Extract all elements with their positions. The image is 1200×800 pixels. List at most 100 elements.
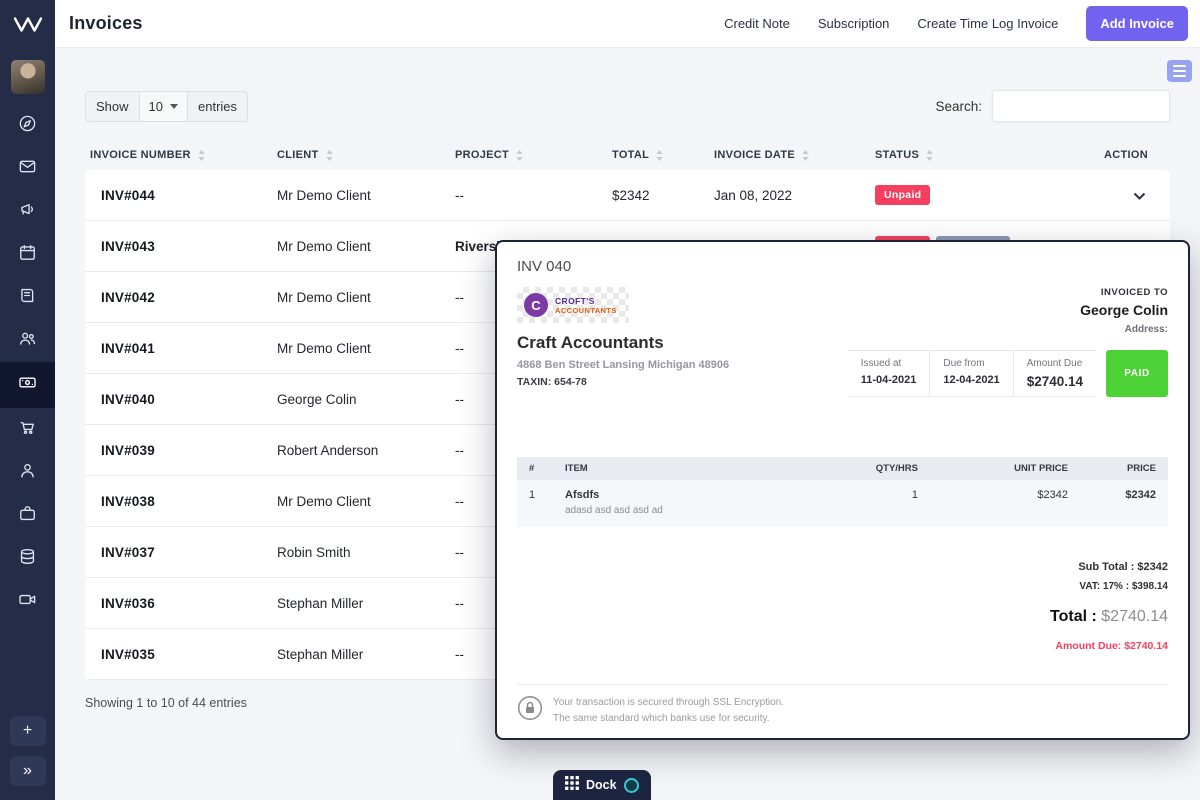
search-control: Search: — [935, 90, 1170, 122]
menu-icon — [1173, 65, 1186, 67]
total-cell: $2342 — [612, 187, 650, 203]
database-icon — [18, 547, 37, 571]
project-cell: -- — [455, 544, 464, 560]
invoice-number-cell: INV#039 — [101, 442, 155, 458]
clients-icon — [18, 329, 37, 353]
add-invoice-button[interactable]: Add Invoice — [1086, 6, 1188, 41]
grid-icon — [565, 775, 579, 795]
page-title: Invoices — [69, 13, 143, 33]
company-brand-line2: ACCOUNTANTS — [555, 305, 617, 315]
invoice-number-cell: INV#041 — [101, 340, 155, 356]
subscription-link[interactable]: Subscription — [817, 16, 890, 31]
company-block: C CROFT'S ACCOUNTANTS Craft Accountants … — [517, 287, 729, 397]
item-description: adasd asd asd asd ad — [565, 505, 663, 516]
sort-icon — [516, 149, 523, 161]
dock-widget[interactable]: Dock — [553, 770, 651, 800]
invoice-meta: Issued at 11-04-2021 Due from 12-04-2021… — [847, 350, 1168, 397]
table-row: INV#044 Mr Demo Client -- $2342 Jan 08, … — [85, 170, 1170, 221]
amount-due: Amount Due $2740.14 — [1012, 351, 1096, 396]
search-input[interactable] — [992, 90, 1170, 122]
chevrons-right-icon: » — [23, 762, 32, 779]
sidebar-item-messages[interactable] — [0, 147, 55, 190]
client-cell: Mr Demo Client — [277, 187, 371, 203]
record-icon — [623, 777, 639, 793]
vat: VAT: 17% : $398.14 — [1079, 581, 1168, 592]
app-logo[interactable] — [0, 0, 55, 48]
invoiced-to-address-label: Address: — [1124, 324, 1168, 335]
mail-icon — [18, 157, 37, 181]
entries-select[interactable]: 10 — [138, 91, 188, 121]
invoice-number-cell: INV#040 — [101, 391, 155, 407]
briefcase-icon — [18, 504, 37, 528]
table-summary: Showing 1 to 10 of 44 entries — [85, 696, 247, 710]
table-header: INVOICE NUMBER CLIENT PROJECT TOTAL INVO… — [85, 140, 1170, 170]
column-invoice-number[interactable]: INVOICE NUMBER — [85, 149, 272, 161]
top-header: Invoices Credit Note Subscription Create… — [55, 0, 1200, 48]
client-cell: Mr Demo Client — [277, 493, 371, 509]
row-expand-button[interactable] — [1095, 188, 1170, 203]
sidebar-item-dashboard[interactable] — [0, 104, 55, 147]
client-cell: Mr Demo Client — [277, 238, 371, 254]
invoice-header: C CROFT'S ACCOUNTANTS Craft Accountants … — [517, 287, 1168, 397]
project-cell: -- — [455, 442, 464, 458]
invoice-items: # ITEM QTY/HRS UNIT PRICE PRICE 1 Afsdfs… — [517, 457, 1168, 527]
items-header: # ITEM QTY/HRS UNIT PRICE PRICE — [517, 457, 1168, 480]
project-cell: -- — [455, 289, 464, 305]
credit-note-link[interactable]: Credit Note — [724, 16, 790, 31]
sidebar-item-projects[interactable] — [0, 494, 55, 537]
sidebar-item-orders[interactable] — [0, 408, 55, 451]
date-cell: Jan 08, 2022 — [714, 187, 793, 203]
column-project[interactable]: PROJECT — [450, 149, 607, 161]
sidebar-item-notice-board[interactable] — [0, 276, 55, 319]
column-total[interactable]: TOTAL — [607, 149, 709, 161]
quick-add-button[interactable]: + — [9, 716, 46, 746]
company-logo: C CROFT'S ACCOUNTANTS — [517, 287, 629, 323]
plus-icon: + — [22, 722, 33, 739]
invoice-number-cell: INV#038 — [101, 493, 155, 509]
column-client[interactable]: CLIENT — [272, 149, 450, 161]
chevron-down-icon — [170, 103, 178, 109]
sidebar-item-reports[interactable] — [0, 537, 55, 580]
sort-icon — [802, 149, 809, 161]
project-cell: -- — [455, 595, 464, 611]
item-description-cell: Afsdfs adasd asd asd asd ad — [565, 489, 798, 516]
table-controls: Show 10 entries Search: — [85, 90, 1170, 122]
sidebar-expand-button[interactable]: » — [9, 756, 46, 786]
column-action: ACTION — [1104, 149, 1148, 161]
user-avatar[interactable] — [10, 60, 45, 94]
invoice-number-cell: INV#037 — [101, 544, 155, 560]
sidebar-item-hr[interactable] — [0, 451, 55, 494]
project-cell: -- — [455, 391, 464, 407]
client-cell: George Colin — [277, 391, 357, 407]
create-time-log-invoice-link[interactable]: Create Time Log Invoice — [917, 16, 1059, 31]
due-from: Due from 12-04-2021 — [929, 351, 1012, 396]
company-taxin: TAXIN: 654-78 — [517, 376, 587, 388]
announcement-icon — [18, 200, 37, 224]
sidebar-item-clients[interactable] — [0, 319, 55, 362]
person-icon — [18, 461, 37, 485]
sidebar-item-meetings[interactable] — [0, 580, 55, 623]
item-qty: 1 — [911, 489, 918, 501]
client-cell: Robert Anderson — [277, 442, 379, 458]
calendar-icon — [18, 243, 37, 267]
column-invoice-date[interactable]: INVOICE DATE — [709, 149, 870, 161]
search-label: Search: — [935, 98, 982, 114]
sort-icon — [326, 149, 333, 161]
invoice-title: INV 040 — [517, 258, 572, 275]
status-badge: Unpaid — [875, 185, 931, 205]
dock-label: Dock — [586, 778, 617, 792]
item-row: 1 Afsdfs adasd asd asd asd ad 1 $2342 $2… — [517, 480, 1168, 527]
header-actions: Credit Note Subscription Create Time Log… — [724, 6, 1188, 41]
sort-icon — [198, 149, 205, 161]
notice-board-icon — [18, 286, 37, 310]
sidebar-item-calendar[interactable] — [0, 233, 55, 276]
sidebar-item-invoices[interactable] — [0, 362, 55, 408]
project-cell: -- — [455, 340, 464, 356]
project-cell: -- — [455, 493, 464, 509]
sidebar-item-announcements[interactable] — [0, 190, 55, 233]
sub-total: Sub Total : $2342 — [1078, 561, 1168, 573]
column-status[interactable]: STATUS — [870, 149, 1095, 161]
item-name: Afsdfs — [565, 489, 600, 501]
invoiced-to-name: George Colin — [1080, 302, 1168, 318]
table-menu-button[interactable] — [1167, 60, 1192, 82]
